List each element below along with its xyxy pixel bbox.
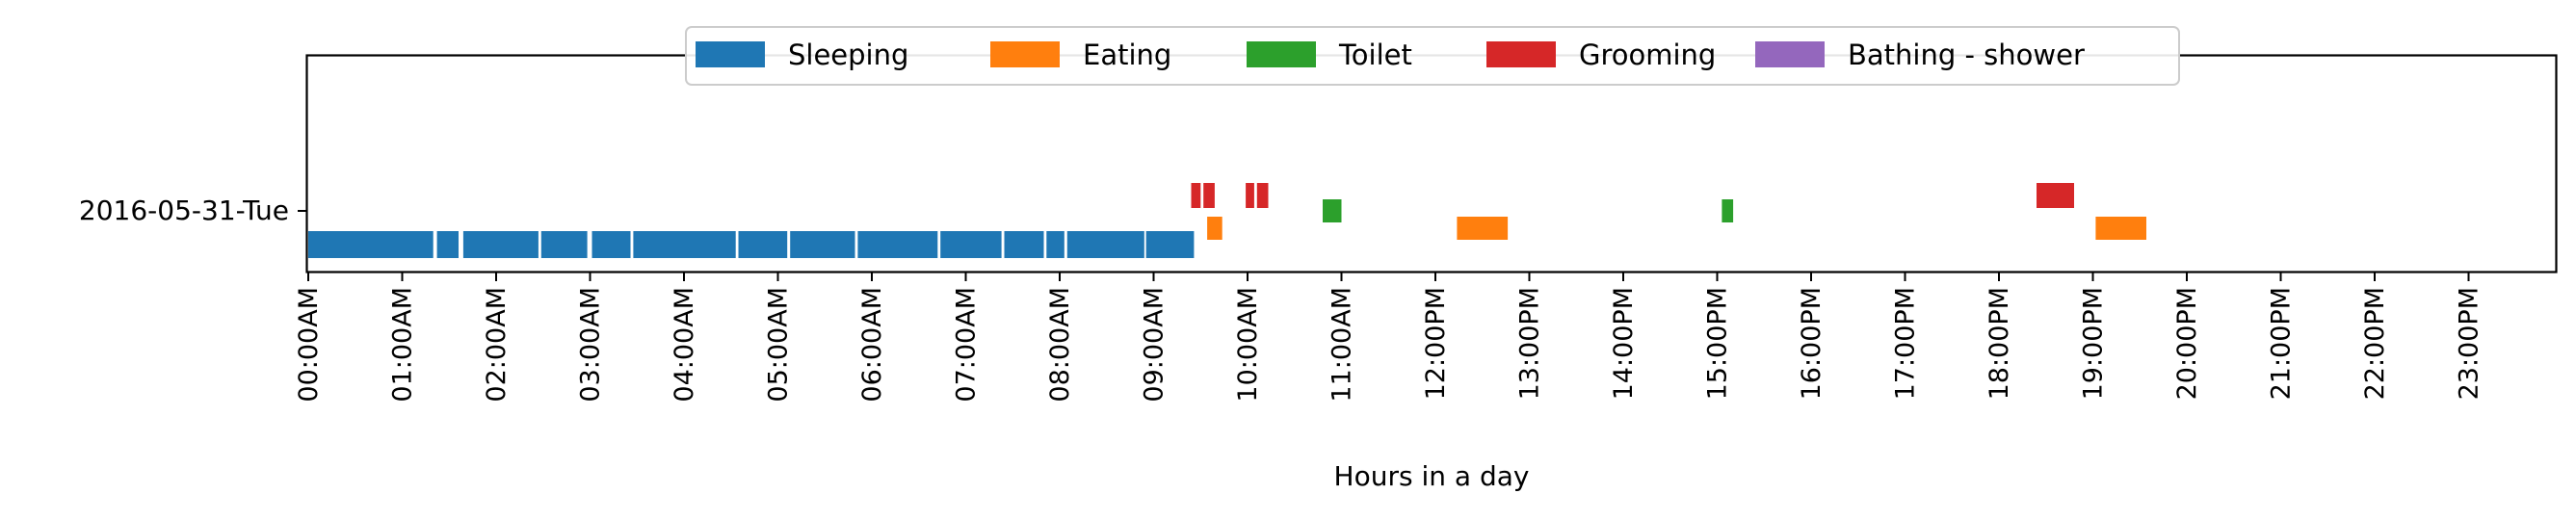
row-label: 2016-05-31-Tue (79, 195, 289, 226)
legend-label-grooming: Grooming (1579, 39, 1716, 71)
sleeping-bar (857, 231, 938, 258)
sleeping-bar (1145, 231, 1195, 258)
sleeping-bar (436, 231, 459, 258)
eating-bar (2095, 217, 2146, 240)
sleeping-bar (308, 231, 434, 258)
legend-swatch-eating (990, 41, 1060, 67)
x-tick-label: 01:00AM (388, 287, 418, 403)
x-tick-label: 10:00AM (1233, 287, 1263, 403)
sleeping-bar (790, 231, 855, 258)
x-tick-label: 00:00AM (294, 287, 324, 403)
x-tick-label: 17:00PM (1891, 287, 1921, 400)
sleeping-bar (738, 231, 788, 258)
legend: Sleeping Eating Toilet Grooming Bathing - sh… (685, 26, 2180, 86)
y-axis-ticks: 2016-05-31-Tue (79, 195, 307, 226)
x-axis-label: Hours in a day (1334, 460, 1530, 492)
x-tick-label: 08:00AM (1045, 287, 1075, 403)
grooming-bar (1191, 183, 1201, 208)
grooming-bar (2037, 183, 2074, 208)
legend-swatch-bathing-shower (1755, 41, 1825, 67)
legend-label-sleeping: Sleeping (788, 39, 908, 71)
legend-swatch-grooming (1486, 41, 1556, 67)
x-tick-label: 11:00AM (1327, 287, 1357, 403)
legend-label-toilet: Toilet (1338, 39, 1412, 71)
x-tick-label: 16:00PM (1797, 287, 1827, 400)
x-tick-label: 23:00PM (2455, 287, 2484, 400)
grooming-bar (1256, 183, 1269, 208)
sleeping-bar (591, 231, 631, 258)
x-tick-label: 06:00AM (857, 287, 887, 403)
legend-label-bathing-shower: Bathing - shower (1848, 39, 2085, 71)
grooming-bar (1246, 183, 1254, 208)
x-tick-label: 18:00PM (1985, 287, 2014, 400)
x-tick-label: 09:00AM (1140, 287, 1170, 403)
x-tick-label: 03:00AM (576, 287, 606, 403)
sleeping-bar (633, 231, 736, 258)
x-axis-ticks: 00:00AM 01:00AM 02:00AM 03:00AM 04:00AM 05:00… (294, 272, 2484, 403)
sleeping-bar (1066, 231, 1144, 258)
sleeping-bar (940, 231, 1002, 258)
x-tick-label: 13:00PM (1515, 287, 1545, 400)
grooming-bar (1203, 183, 1215, 208)
x-tick-label: 22:00PM (2360, 287, 2390, 400)
sleeping-bar (540, 231, 588, 258)
timeline-bars (308, 183, 2146, 258)
x-tick-label: 07:00AM (952, 287, 982, 403)
toilet-bar (1323, 199, 1342, 222)
eating-bar (1457, 217, 1509, 240)
x-tick-label: 05:00AM (764, 287, 794, 403)
sleeping-bar (462, 231, 539, 258)
x-tick-label: 12:00PM (1421, 287, 1451, 400)
x-tick-label: 02:00AM (482, 287, 512, 403)
x-tick-label: 20:00PM (2172, 287, 2202, 400)
sleeping-bar (1046, 231, 1065, 258)
toilet-bar (1722, 199, 1734, 222)
x-tick-label: 19:00PM (2079, 287, 2109, 400)
eating-bar (1207, 217, 1222, 240)
x-tick-label: 15:00PM (1703, 287, 1733, 400)
legend-swatch-toilet (1247, 41, 1316, 67)
legend-label-eating: Eating (1083, 39, 1171, 71)
sleeping-bar (1004, 231, 1044, 258)
legend-swatch-sleeping (696, 41, 765, 67)
x-tick-label: 21:00PM (2267, 287, 2297, 400)
x-tick-label: 04:00AM (670, 287, 699, 403)
x-tick-label: 14:00PM (1609, 287, 1639, 400)
